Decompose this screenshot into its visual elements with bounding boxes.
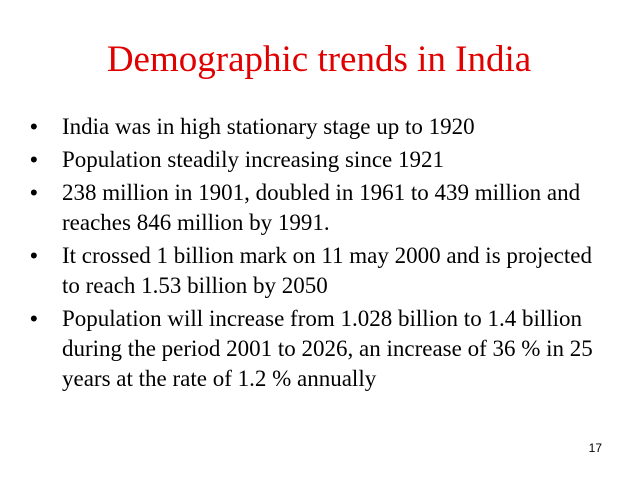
- bullet-text: It crossed 1 billion mark on 11 may 2000…: [62, 243, 592, 298]
- bullet-marker: •: [30, 114, 38, 139]
- bullet-marker: •: [30, 306, 38, 331]
- bullet-text: Population steadily increasing since 192…: [62, 147, 444, 172]
- bullet-item: • Population will increase from 1.028 bi…: [30, 304, 610, 394]
- bullet-item: • India was in high stationary stage up …: [30, 112, 610, 142]
- bullet-marker: •: [30, 243, 38, 268]
- bullet-marker: •: [30, 180, 38, 205]
- bullet-item: • 238 million in 1901, doubled in 1961 t…: [30, 178, 610, 238]
- bullet-text: Population will increase from 1.028 bill…: [62, 306, 593, 391]
- bullet-item: • Population steadily increasing since 1…: [30, 145, 610, 175]
- bullet-text: 238 million in 1901, doubled in 1961 to …: [62, 180, 581, 235]
- bullet-list: • India was in high stationary stage up …: [30, 112, 610, 397]
- bullet-text: India was in high stationary stage up to…: [62, 114, 475, 139]
- bullet-item: • It crossed 1 billion mark on 11 may 20…: [30, 241, 610, 301]
- slide-title: Demographic trends in India: [106, 39, 532, 80]
- bullet-marker: •: [30, 147, 38, 172]
- page-number: 17: [588, 441, 602, 455]
